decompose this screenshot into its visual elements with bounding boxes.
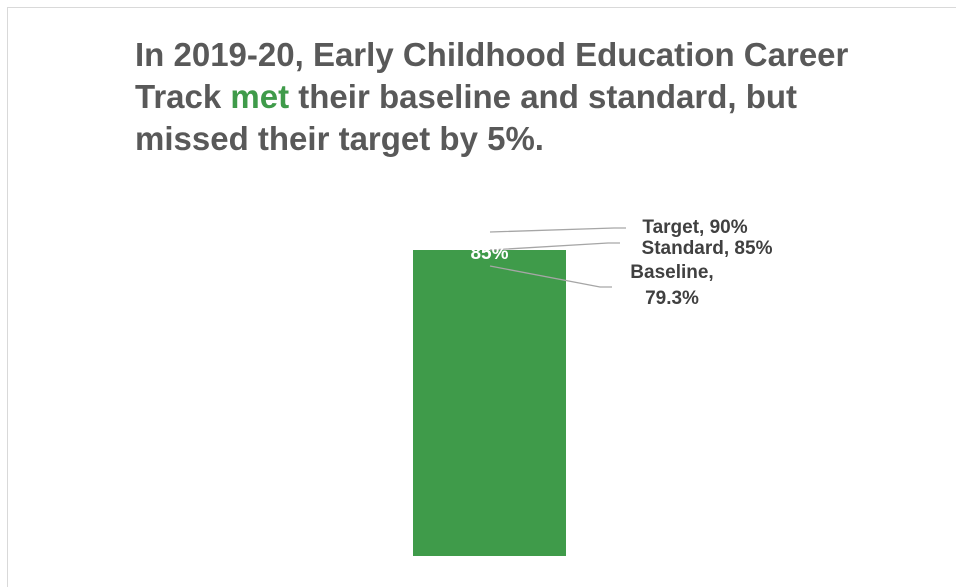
title-text-end: their baseline and standard, but missed … [135,78,798,157]
title-highlight: met [230,78,290,115]
title-text-start: In 2019-20, Early Childhood Education Ca… [135,36,849,115]
leader-line-target [489,227,626,233]
leader-line-standard [489,242,620,251]
chart-frame [7,7,956,587]
bar-data-label-0: 85% [470,243,508,264]
bar-0 [413,250,566,556]
annotation-label-baseline-line-2: 79.3% [645,288,699,309]
leader-line-baseline [489,265,612,288]
annotation-label-standard: Standard, 85% [642,238,773,259]
chart-title: In 2019-20, Early Childhood Education Ca… [135,34,895,160]
annotation-label-baseline: Baseline, [630,262,713,283]
annotation-label-target: Target, 90% [642,217,747,238]
